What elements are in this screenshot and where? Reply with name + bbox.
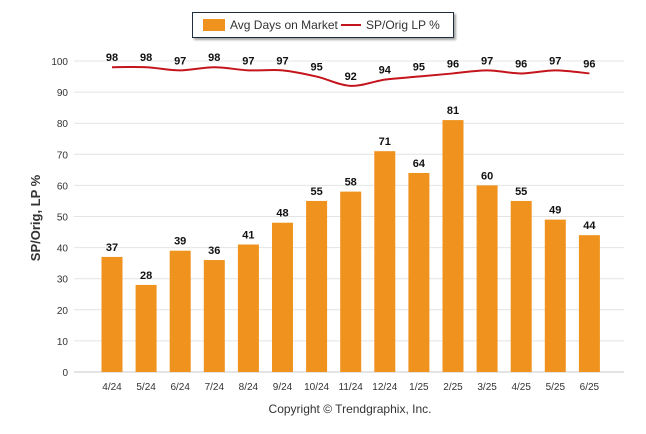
y-tick-label: 20 (57, 306, 69, 317)
x-axis-ticks: 4/24 5/24 6/24 7/24 8/24 9/24 10/24 11/24 12/24 1… (102, 382, 599, 393)
line-value-label: 98 (140, 52, 152, 64)
x-tick-label: 4/25 (511, 382, 531, 393)
y-tick-label: 60 (57, 181, 69, 192)
bar-value-label: 81 (447, 105, 459, 117)
x-tick-label: 4/24 (102, 382, 122, 393)
y-tick-label: 70 (57, 150, 69, 161)
bar[interactable] (272, 222, 293, 372)
line-value-label: 95 (310, 62, 322, 74)
x-tick-label: 1/25 (409, 382, 429, 393)
y-axis-label: SP/Orig, LP % (28, 174, 43, 261)
bar[interactable] (442, 120, 464, 372)
bar[interactable] (408, 172, 430, 372)
bar[interactable] (101, 256, 123, 372)
bar-value-label: 37 (106, 242, 118, 254)
bar[interactable] (578, 235, 600, 372)
line-value-label: 97 (549, 55, 561, 67)
x-tick-label: 11/24 (339, 382, 364, 393)
bar[interactable] (237, 244, 259, 372)
line-value-label: 95 (413, 62, 425, 74)
bar-value-label: 64 (413, 158, 426, 170)
bar[interactable] (306, 200, 328, 372)
y-tick-label: 10 (57, 337, 69, 348)
legend: Avg Days on Market SP/Orig LP % (192, 12, 454, 38)
bar[interactable] (510, 200, 532, 372)
bar-value-label: 71 (379, 136, 391, 148)
bar-value-label: 28 (140, 270, 152, 282)
bar-value-label: 48 (276, 208, 288, 220)
x-tick-label: 6/25 (580, 382, 600, 393)
x-tick-label: 5/24 (136, 382, 156, 393)
x-tick-label: 5/25 (546, 382, 566, 393)
bar-value-label: 60 (481, 170, 493, 182)
x-tick-label: 7/24 (205, 382, 225, 393)
copyright-text: Copyright © Trendgraphix, Inc. (268, 402, 432, 416)
line-value-label: 94 (379, 65, 392, 77)
bar-value-label: 55 (515, 186, 527, 198)
line-value-label: 98 (208, 52, 220, 64)
x-tick-label: 9/24 (273, 382, 293, 393)
bar[interactable] (476, 185, 498, 372)
y-axis-ticks: 0 10 20 30 40 50 60 70 80 90 100 (51, 57, 68, 379)
bar[interactable] (203, 260, 225, 372)
line-data-labels: 98 98 97 98 97 97 95 92 94 95 96 97 96 97 96 (106, 52, 596, 83)
line-path[interactable] (111, 65, 590, 87)
bar-data-labels: 37 28 39 36 41 48 55 58 71 64 81 60 55 49 44 (106, 105, 597, 282)
legend-bar-swatch (203, 19, 225, 31)
line-value-label: 98 (106, 52, 118, 64)
bar-value-label: 58 (345, 177, 357, 189)
line-value-label: 97 (242, 55, 254, 67)
y-tick-label: 0 (62, 368, 68, 379)
bar-value-label: 41 (242, 229, 254, 241)
legend-item-bar[interactable]: Avg Days on Market (203, 13, 338, 37)
bar-value-label: 49 (549, 205, 561, 217)
line-value-label: 92 (345, 71, 357, 83)
line-value-label: 97 (481, 55, 493, 67)
x-tick-label: 6/24 (170, 382, 190, 393)
bar[interactable] (340, 191, 362, 372)
legend-item-line[interactable]: SP/Orig LP % (341, 13, 440, 37)
x-tick-label: 10/24 (304, 382, 329, 393)
line-value-label: 96 (583, 58, 595, 70)
bar-value-label: 44 (583, 220, 596, 232)
legend-label-line: SP/Orig LP % (366, 18, 440, 32)
line-value-label: 96 (447, 58, 459, 70)
bar-value-label: 36 (208, 245, 220, 257)
bar[interactable] (544, 219, 566, 372)
legend-label-bar: Avg Days on Market (230, 18, 338, 32)
x-tick-label: 3/25 (477, 382, 497, 393)
bar-value-label: 55 (310, 186, 322, 198)
bar[interactable] (169, 250, 191, 372)
x-tick-label: 8/24 (239, 382, 259, 393)
bar[interactable] (135, 284, 157, 372)
line-value-label: 97 (174, 55, 186, 67)
bar-series (101, 120, 600, 372)
y-tick-label: 50 (57, 213, 69, 224)
line-value-label: 96 (515, 58, 527, 70)
x-tick-label: 12/24 (372, 382, 397, 393)
line-value-label: 97 (276, 55, 288, 67)
y-tick-label: 100 (51, 57, 68, 68)
y-tick-label: 80 (57, 119, 69, 130)
y-tick-label: 30 (57, 275, 69, 286)
x-tick-label: 2/25 (443, 382, 463, 393)
legend-line-swatch (341, 24, 361, 26)
bar[interactable] (374, 151, 396, 372)
y-tick-label: 90 (57, 88, 69, 99)
line-series (111, 65, 590, 87)
y-tick-label: 40 (57, 244, 69, 255)
bar-value-label: 39 (174, 236, 186, 248)
